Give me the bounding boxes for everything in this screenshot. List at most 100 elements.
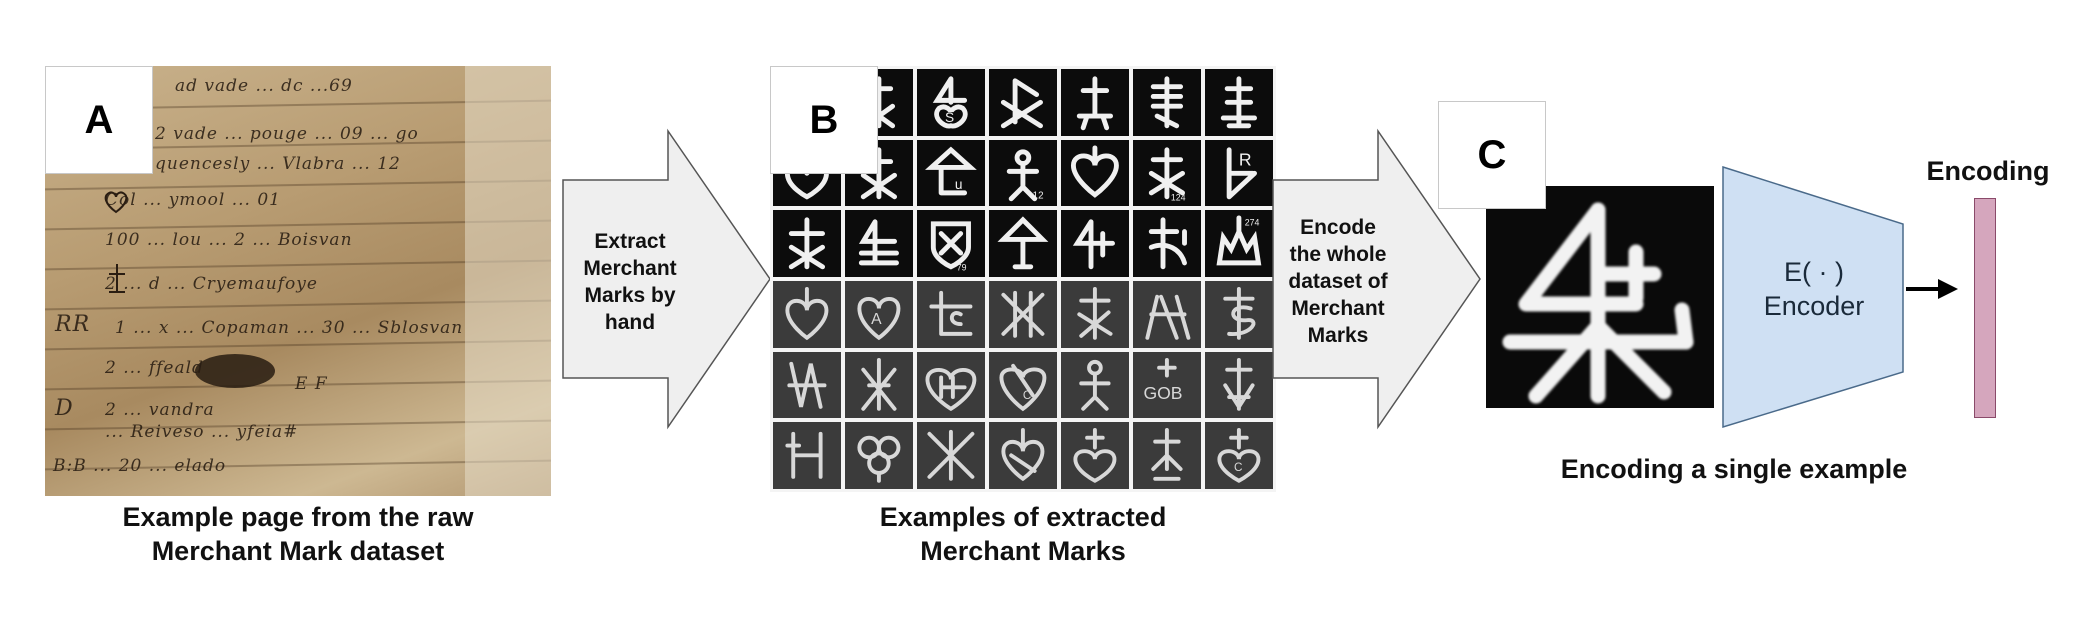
mark-tile: [773, 422, 841, 489]
mark-tile-text: 79: [957, 263, 967, 273]
mark-tile: [917, 422, 985, 489]
script-line: E F: [295, 374, 328, 394]
script-line: ad vade ... dc ...69: [175, 76, 353, 96]
mark-tile-text: A: [871, 311, 882, 328]
panel-b-caption: Examples of extracted Merchant Marks: [770, 500, 1276, 568]
mark-tile: [1133, 210, 1201, 277]
mark-tile-text: C: [1023, 389, 1032, 402]
arrow-label-line: dataset of: [1288, 270, 1388, 293]
encoder-label: E( · ) Encoder: [1736, 255, 1892, 323]
mark-tile: 274: [1205, 210, 1273, 277]
panel-label-b: B: [770, 66, 878, 174]
mark-tile: [1133, 69, 1201, 136]
mark-tile: [1205, 69, 1273, 136]
mark-tile: [917, 280, 985, 348]
encode-arrow-label: Encode the whole dataset of Merchant Mar…: [1278, 214, 1398, 349]
output-arrow-icon: [1906, 279, 1958, 299]
mark-tile: 12: [989, 139, 1057, 207]
caption-line: Example page from the raw: [122, 502, 474, 532]
script-line: ... Reiveso ... yfeia#: [105, 422, 299, 442]
mark-tile: [989, 280, 1057, 348]
mark-tile: C: [1205, 422, 1273, 489]
caption-line: Merchant Marks: [920, 536, 1126, 566]
arrow-label-line: Encode: [1300, 216, 1376, 239]
mark-tile-text: GOB: [1144, 383, 1183, 403]
mark-tile-text: 124: [1171, 192, 1186, 202]
script-line: 100 ... lou ... 2 ... Boisvan: [105, 230, 353, 250]
panel-c-caption: Encoding a single example: [1560, 454, 1908, 484]
mark-tile: S: [917, 69, 985, 136]
mark-tile-text: u: [955, 177, 963, 192]
mark-tile: [1061, 139, 1129, 207]
mark-tile: 124: [1133, 139, 1201, 207]
mark-tile: [1061, 69, 1129, 136]
mark-tile: [989, 422, 1057, 489]
merchant-marks-grid: S u 12 124 R 79 274 A C GOB C: [770, 66, 1276, 492]
mark-tile: [1061, 280, 1129, 348]
arrow-label-line: the whole: [1289, 243, 1387, 266]
arrow-label-line: Marks: [1307, 324, 1369, 347]
extract-arrow-label: Extract Merchant Marks by hand: [570, 228, 690, 336]
mark-tile: [845, 351, 913, 419]
script-mark: RR: [55, 312, 91, 337]
mark-tile: [1061, 351, 1129, 419]
mark-tile: [917, 351, 985, 419]
arrow-label-line: Extract: [594, 230, 666, 253]
mark-tile: GOB: [1133, 351, 1201, 419]
mark-tile-text: R: [1239, 149, 1252, 169]
encoder-function-label: E( · ): [1784, 257, 1844, 287]
mark-tile: [989, 69, 1057, 136]
extract-arrow: [562, 128, 771, 430]
script-line: quencesly ... Vlabra ... 12: [155, 154, 401, 174]
cross-mark-icon: [109, 264, 125, 293]
encode-arrow: [1272, 128, 1481, 430]
mark-tile: C: [989, 351, 1057, 419]
mark-tile: [1205, 280, 1273, 348]
mark-tile: A: [845, 280, 913, 348]
mark-tile: [773, 280, 841, 348]
script-line: Col ... ymool ... 01: [105, 190, 281, 210]
caption-line: Merchant Mark dataset: [151, 536, 445, 566]
ink-stain: [195, 354, 275, 388]
encoding-vector: [1974, 198, 1996, 418]
arrow-label-line: Marks by: [584, 284, 676, 307]
script-line: 2 ... ffeald: [105, 358, 204, 378]
mark-tile: [1061, 210, 1129, 277]
script-line: B:B ... 20 ... elado: [53, 456, 227, 476]
script-line: 2 ... d ... Cryemaufoye: [105, 274, 318, 294]
mark-tile-text: 274: [1245, 218, 1260, 228]
mark-tile: R: [1205, 139, 1273, 207]
arrow-label-line: Merchant: [583, 257, 677, 280]
encoding-title: Encoding: [1926, 156, 2050, 186]
mark-tile-text: S: [945, 110, 954, 125]
script-line: 2 ... vandra: [105, 400, 215, 420]
caption-line: Examples of extracted: [879, 502, 1167, 532]
mark-tile: [773, 351, 841, 419]
heart-mark-icon: [104, 191, 128, 214]
encoder-block: [1722, 165, 1904, 429]
single-mark-image: [1486, 186, 1714, 408]
mark-tile-text: 12: [1033, 190, 1044, 201]
page-edge: [465, 66, 551, 496]
panel-label-c: C: [1438, 101, 1546, 209]
encoder-name-label: Encoder: [1763, 291, 1865, 321]
mark-tile: [845, 210, 913, 277]
script-line: 1 ... x ... Copaman ... 30 ... Sblosvan: [115, 318, 464, 338]
mark-tile: u: [917, 139, 985, 207]
mark-tile: [1133, 280, 1201, 348]
mark-tile: [845, 422, 913, 489]
mark-tile: [773, 210, 841, 277]
single-mark-glyph: [1502, 202, 1694, 404]
panel-a-caption: Example page from the raw Merchant Mark …: [45, 500, 551, 568]
mark-tile: 79: [917, 210, 985, 277]
script-line: 2 vade ... pouge ... 09 ... go: [155, 124, 419, 144]
arrow-label-line: Merchant: [1291, 297, 1385, 320]
mark-tile: [989, 210, 1057, 277]
script-mark: D: [55, 396, 74, 421]
arrow-label-line: hand: [604, 311, 656, 334]
manuscript-page-image: ad vade ... dc ...69 2 vade ... pouge ..…: [45, 66, 551, 496]
mark-tile: [1133, 422, 1201, 489]
panel-label-a: A: [45, 66, 153, 174]
mark-tile: [1061, 422, 1129, 489]
mark-tile: [1205, 351, 1273, 419]
